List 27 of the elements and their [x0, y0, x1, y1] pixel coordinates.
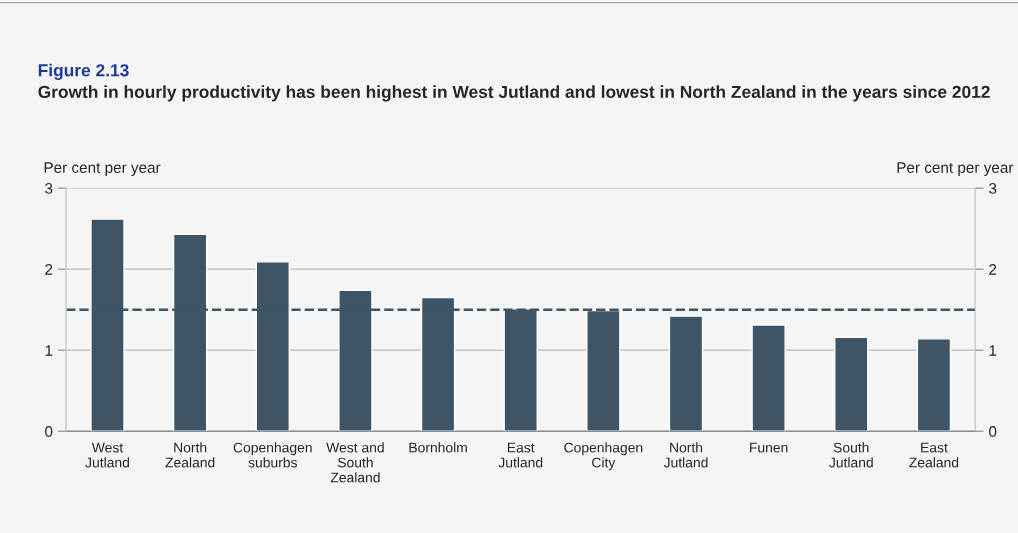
- y-tick-label: 2: [45, 264, 53, 275]
- x-tick-label: Funen: [750, 442, 788, 453]
- x-tick-label: Copenhagen City: [564, 442, 643, 471]
- bar: [751, 324, 786, 432]
- bar: [916, 338, 952, 432]
- x-tick-label: East Zealand: [909, 442, 959, 468]
- y-tick-label: 0: [45, 426, 53, 437]
- y2-tick-label: 3: [989, 183, 997, 194]
- bar: [834, 336, 869, 432]
- y2-tick-label: 2: [989, 264, 997, 275]
- y-axis-title: Per cent per year: [44, 162, 161, 176]
- chart-subtitle: Growth in hourly productivity has been highest in West Jutland and lowest in North Zealand in the years since 2012: [38, 85, 990, 102]
- x-tick-label: North Jutland: [663, 442, 708, 468]
- y-tick-label: 3: [45, 183, 53, 194]
- x-tick-label: West and South Zealand: [326, 442, 384, 483]
- chart-title: Figure 2.13: [38, 63, 129, 80]
- y2-tick-label: 1: [989, 345, 997, 356]
- y2-axis-title: Per cent per year: [897, 162, 1014, 176]
- x-tick-label: South Jutland: [829, 442, 873, 468]
- x-tick-label: East Jutland: [498, 442, 543, 468]
- y-tick-label: 1: [45, 345, 53, 356]
- bar: [668, 315, 704, 432]
- x-tick-label: West Jutland: [85, 442, 129, 468]
- x-tick-label: Bornholm: [409, 442, 467, 453]
- y2-tick-label: 0: [989, 426, 997, 437]
- x-tick-label: Copenhagen suburbs: [233, 442, 312, 468]
- x-tick-label: North Zealand: [165, 442, 215, 468]
